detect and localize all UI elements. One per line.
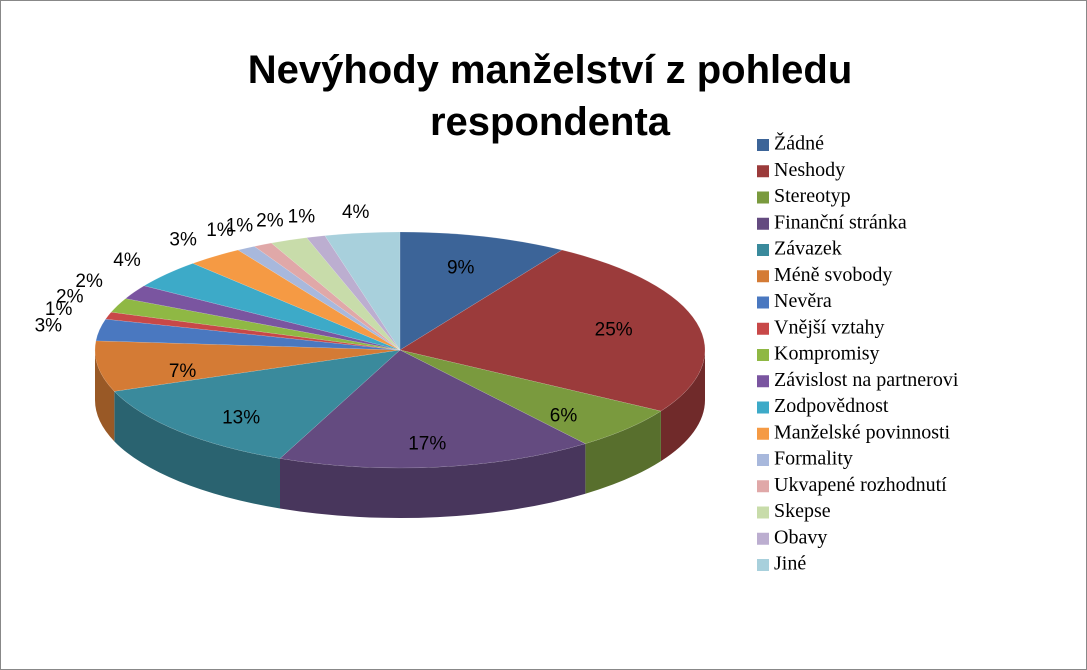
- data-label: 25%: [595, 319, 633, 340]
- legend-label: Žádné: [774, 132, 824, 155]
- data-label: 1%: [45, 299, 73, 320]
- legend-label: Obavy: [774, 526, 827, 548]
- legend-swatch: [757, 532, 769, 545]
- pie-slice: [124, 285, 401, 351]
- legend-swatch: [757, 217, 769, 230]
- legend-swatch: [757, 349, 769, 361]
- pie-slice: [279, 349, 587, 469]
- legend-label: Závazek: [774, 238, 842, 260]
- data-label: 1%: [288, 206, 316, 227]
- legend-swatch: [757, 401, 769, 414]
- pie-slice: [94, 340, 401, 392]
- legend-label: Neshody: [774, 159, 845, 181]
- data-label: 13%: [222, 408, 260, 429]
- data-label: 4%: [342, 202, 370, 223]
- pie-side: [585, 411, 661, 494]
- legend-label: Zodpovědnost: [774, 395, 889, 417]
- pie-slice: [399, 231, 563, 351]
- legend-label: Stereotyp: [774, 185, 851, 207]
- pie-side: [660, 350, 705, 462]
- pie-slice: [270, 237, 401, 351]
- pie-slice: [95, 318, 401, 351]
- legend-swatch: [757, 480, 769, 493]
- pie-side: [114, 391, 281, 509]
- legend-swatch: [757, 375, 769, 388]
- legend-label: Kompromisy: [774, 343, 880, 365]
- legend-label: Ukvapené rozhodnutí: [774, 474, 947, 496]
- legend-label: Nevěra: [774, 290, 832, 312]
- data-label: 4%: [113, 250, 141, 271]
- legend-swatch: [757, 165, 769, 178]
- chart-title: Nevýhody manželství z pohledu respondent…: [247, 48, 853, 144]
- data-label: 2%: [56, 287, 84, 308]
- pie-slice: [113, 349, 401, 459]
- pie-slice: [324, 231, 401, 351]
- legend-swatch: [757, 427, 769, 440]
- pie-sides: [95, 350, 705, 518]
- pie-slice: [143, 263, 401, 351]
- data-label: 17%: [408, 433, 446, 454]
- legend-swatch: [757, 322, 769, 335]
- legend-label: Závislost na partnerovi: [774, 369, 959, 391]
- legend-label: Finanční stránka: [774, 211, 907, 233]
- data-label: 2%: [75, 271, 103, 292]
- data-label: 3%: [169, 229, 197, 250]
- pie-side: [95, 350, 115, 442]
- legend-swatch: [757, 244, 769, 256]
- data-label: 2%: [256, 210, 284, 231]
- pie-slice: [110, 298, 401, 351]
- data-label: 1%: [226, 216, 254, 237]
- pie-labels: 9%25%6%17%13%7%3%1%2%2%4%3% 1%1% 2% 1% 4%: [35, 202, 633, 454]
- pie-slice: [253, 242, 401, 351]
- legend-label: Formality: [774, 448, 853, 470]
- data-label: 9%: [447, 257, 475, 278]
- legend-label: Vnější vztahy: [774, 316, 885, 338]
- data-label: 3%: [35, 316, 63, 337]
- legend-label: Jiné: [774, 553, 806, 575]
- pie-slice: [192, 249, 401, 351]
- legend-label: Skepse: [774, 500, 831, 522]
- pie-slice: [399, 349, 662, 444]
- legend-swatch: [757, 139, 769, 151]
- legend-swatch: [757, 270, 769, 283]
- legend-swatch: [757, 296, 769, 309]
- data-label: 6%: [550, 406, 578, 427]
- pie-side: [280, 443, 586, 518]
- pie-slice: [306, 235, 401, 351]
- pie-slice: [105, 311, 401, 351]
- legend-label: Méně svobody: [774, 264, 892, 286]
- pie-tops: [94, 231, 706, 469]
- data-label: 1%: [206, 220, 234, 241]
- legend-swatch: [757, 191, 769, 204]
- legend-swatch: [757, 454, 769, 466]
- data-label: 7%: [169, 361, 197, 382]
- legend-label: Manželské povinnosti: [774, 421, 951, 443]
- legend-swatch: [757, 506, 769, 519]
- pie-slice: [399, 249, 706, 412]
- legend-swatch: [757, 559, 769, 571]
- pie-slice: [237, 246, 401, 351]
